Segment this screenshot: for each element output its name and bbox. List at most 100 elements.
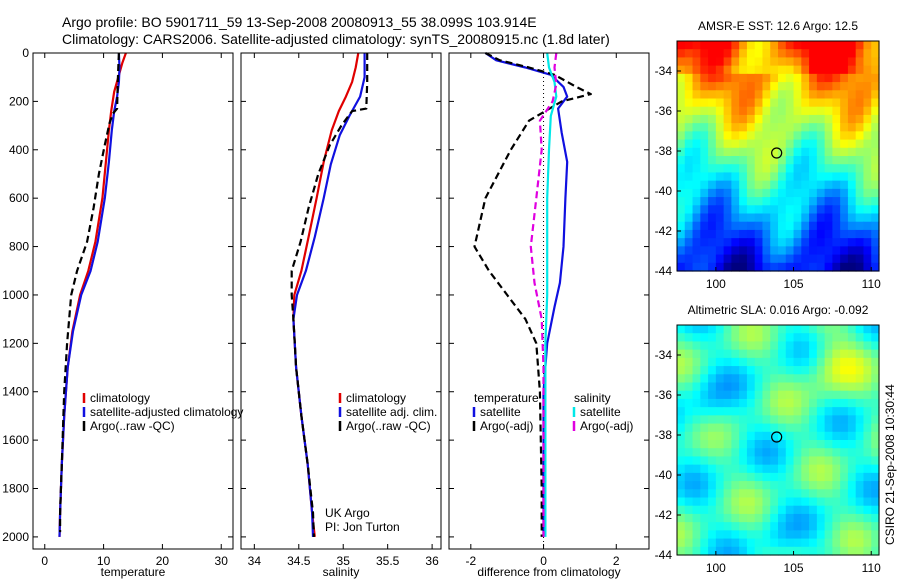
heatmap-cell [723,366,732,375]
heatmap-cell [684,98,694,108]
heatmap-cell [739,188,748,198]
x-axis-label: temperature [101,565,166,579]
heatmap-cell [871,448,880,458]
heatmap-cell [677,213,686,223]
heatmap-cell [762,374,771,384]
heatmap-cell [840,106,849,116]
x-tick-label: 100 [706,277,726,291]
heatmap-cell [754,489,764,499]
heatmap-cell [863,172,872,182]
heatmap-cell [739,164,748,174]
argo-position-marker [771,431,783,443]
heatmap-cell [700,188,709,198]
heatmap-cell [731,440,740,449]
heatmap-cell [793,98,802,108]
heatmap-cell [746,188,756,198]
heatmap-cell [731,82,740,91]
heatmap-cell [871,197,880,206]
heatmap-cell [855,456,865,466]
heatmap-cell [847,123,857,132]
heatmap-cell [863,229,872,239]
heatmap-cell [739,382,748,392]
heatmap-cell [770,147,779,157]
heatmap-cell [824,456,833,466]
heatmap-cell [723,456,732,466]
heatmap-cell [746,513,756,523]
heatmap-cell [677,172,686,182]
heatmap-cell [809,188,818,198]
heatmap-cell [871,497,880,507]
heatmap-cell [840,538,849,548]
heatmap-cell [708,522,717,531]
heatmap-cell [801,497,810,507]
heatmap-cell [824,325,833,334]
heatmap-cell [762,415,771,425]
heatmap-cell [754,407,764,416]
heatmap-cell [824,464,833,474]
heatmap-cell [739,390,748,400]
heatmap-cell [731,341,740,351]
heatmap-cell [692,333,701,343]
heatmap-cell [739,229,748,239]
heatmap-cell [832,49,841,59]
y-tick-label: -40 [655,184,673,198]
heatmap-cell [855,82,865,91]
heatmap-cell [847,440,857,449]
heatmap-cell [778,41,787,50]
heatmap-cell [816,147,826,157]
heatmap-cell [855,481,865,490]
heatmap-cell [677,238,686,247]
heatmap-cell [824,73,833,83]
heatmap-cell [762,65,771,75]
heatmap-cell [700,41,709,50]
heatmap-cell [871,341,880,351]
heatmap-cell [762,123,771,132]
heatmap-cell [754,180,764,190]
heatmap-cell [746,213,756,223]
heatmap-cell [809,357,818,367]
heatmap-cell [816,333,826,343]
heatmap-cell [840,205,849,215]
heatmap-cell [871,131,880,141]
heatmap-cell [871,530,880,540]
heatmap-cell [816,481,826,490]
heatmap-cell [684,431,694,441]
y-tick-label: 1400 [2,385,29,399]
heatmap-cell [677,65,686,75]
heatmap-cell [700,415,709,425]
heatmap-cell [832,188,841,198]
heatmap-cell [723,325,732,334]
heatmap-cell [824,398,833,408]
heatmap-cell [746,139,756,149]
heatmap-cell [855,374,865,384]
heatmap-cell [746,205,756,215]
heatmap-cell [746,407,756,416]
y-tick-label: 600 [9,191,29,205]
heatmap-cell [863,90,872,100]
heatmap-cell [770,262,779,272]
heatmap-cell [739,139,748,149]
heatmap-cell [801,349,810,359]
heatmap-cell [762,530,771,540]
heatmap-cell [840,197,849,206]
y-tick-label: 1800 [2,482,29,496]
y-tick-label: -38 [655,144,673,158]
heatmap-cell [809,139,818,149]
heatmap-cell [684,398,694,408]
series-line-4 [529,52,558,537]
heatmap-cell [754,139,764,149]
heatmap-cell [801,489,810,499]
heatmap-cell [855,262,865,272]
heatmap-cell [847,57,857,67]
heatmap-cell [778,333,787,343]
heatmap-cell [871,546,880,556]
heatmap-cell [824,341,833,351]
heatmap-cell [739,489,748,499]
heatmap-cell [847,49,857,59]
heatmap-cell [746,440,756,449]
heatmap-cell [739,98,748,108]
heatmap-cell [847,106,857,116]
heatmap-cell [847,114,857,124]
heatmap-cell [824,90,833,100]
